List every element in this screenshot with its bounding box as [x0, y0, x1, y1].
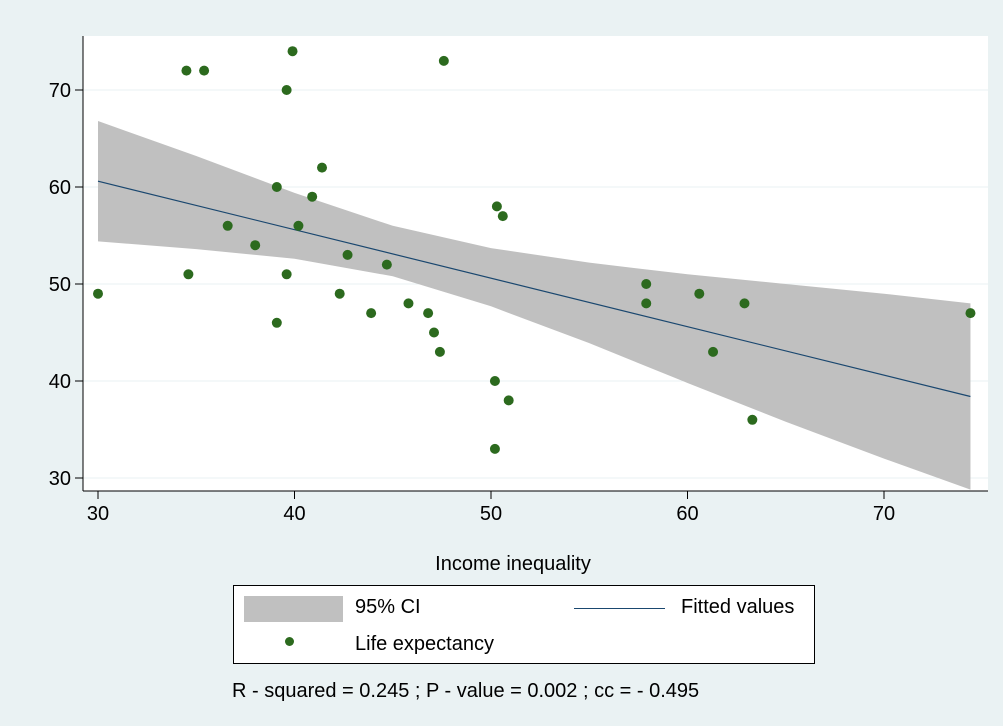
y-tick-label-70: 70 [49, 80, 71, 102]
legend-ci-label: 95% CI [355, 596, 421, 618]
ci-band-layer [98, 121, 971, 490]
data-point-25 [489, 443, 500, 454]
data-point-1 [93, 288, 103, 299]
data-point-28 [503, 395, 514, 406]
data-point-16 [342, 249, 353, 260]
data-point-34 [747, 414, 758, 425]
stats-note: R - squared = 0.245 ; P - value = 0.002 … [232, 680, 700, 702]
legend: 95% CI Fitted values Life expectancy [233, 585, 815, 664]
data-point-11 [287, 46, 298, 57]
fitted-line [97, 180, 971, 398]
data-point-19 [403, 298, 414, 309]
x-tick-label-70: 70 [873, 503, 895, 525]
data-point-18 [381, 259, 392, 270]
data-point-24 [489, 376, 500, 386]
data-point-9 [281, 85, 292, 95]
data-point-21 [429, 327, 440, 338]
scatter-points [93, 46, 976, 454]
data-point-32 [708, 346, 719, 357]
data-point-30 [641, 298, 652, 309]
y-tick-label-40: 40 [49, 371, 71, 393]
legend-fitted-label: Fitted values [681, 596, 795, 618]
x-tick-label-60: 60 [676, 503, 698, 525]
y-tick-label-50: 50 [49, 274, 71, 296]
data-point-8 [271, 317, 282, 328]
data-point-20 [423, 308, 434, 319]
y-tick-label-30: 30 [49, 468, 71, 490]
data-point-10 [281, 269, 292, 280]
legend-fitted-swatch [574, 608, 665, 609]
data-point-15 [334, 288, 345, 299]
x-axis-title: Income inequality [435, 553, 591, 575]
data-point-14 [317, 162, 328, 173]
data-point-26 [491, 201, 502, 212]
legend-ci-swatch [244, 596, 343, 622]
data-point-31 [694, 288, 705, 299]
data-point-29 [641, 279, 652, 289]
data-point-17 [366, 308, 377, 319]
data-point-7 [271, 182, 282, 192]
ci-band [98, 121, 971, 490]
legend-life-label: Life expectancy [355, 633, 494, 655]
data-point-22 [434, 346, 445, 357]
fitted-line-layer [97, 180, 971, 398]
data-point-2 [181, 65, 192, 76]
data-point-13 [307, 191, 318, 202]
data-point-35 [965, 308, 976, 319]
x-tick-label-50: 50 [480, 503, 502, 525]
data-point-27 [497, 211, 508, 222]
data-point-33 [739, 298, 750, 309]
y-tick-label-60: 60 [49, 177, 71, 199]
data-point-5 [222, 220, 233, 231]
axes: 30 40 50 60 70 30 40 50 60 70 [49, 36, 988, 525]
data-point-3 [183, 269, 194, 280]
x-tick-label-40: 40 [283, 503, 305, 525]
data-point-12 [293, 220, 304, 231]
data-point-23 [438, 55, 449, 66]
data-point-6 [250, 240, 261, 251]
data-point-4 [199, 65, 210, 76]
legend-life-swatch [285, 637, 294, 646]
x-tick-label-30: 30 [87, 503, 109, 525]
